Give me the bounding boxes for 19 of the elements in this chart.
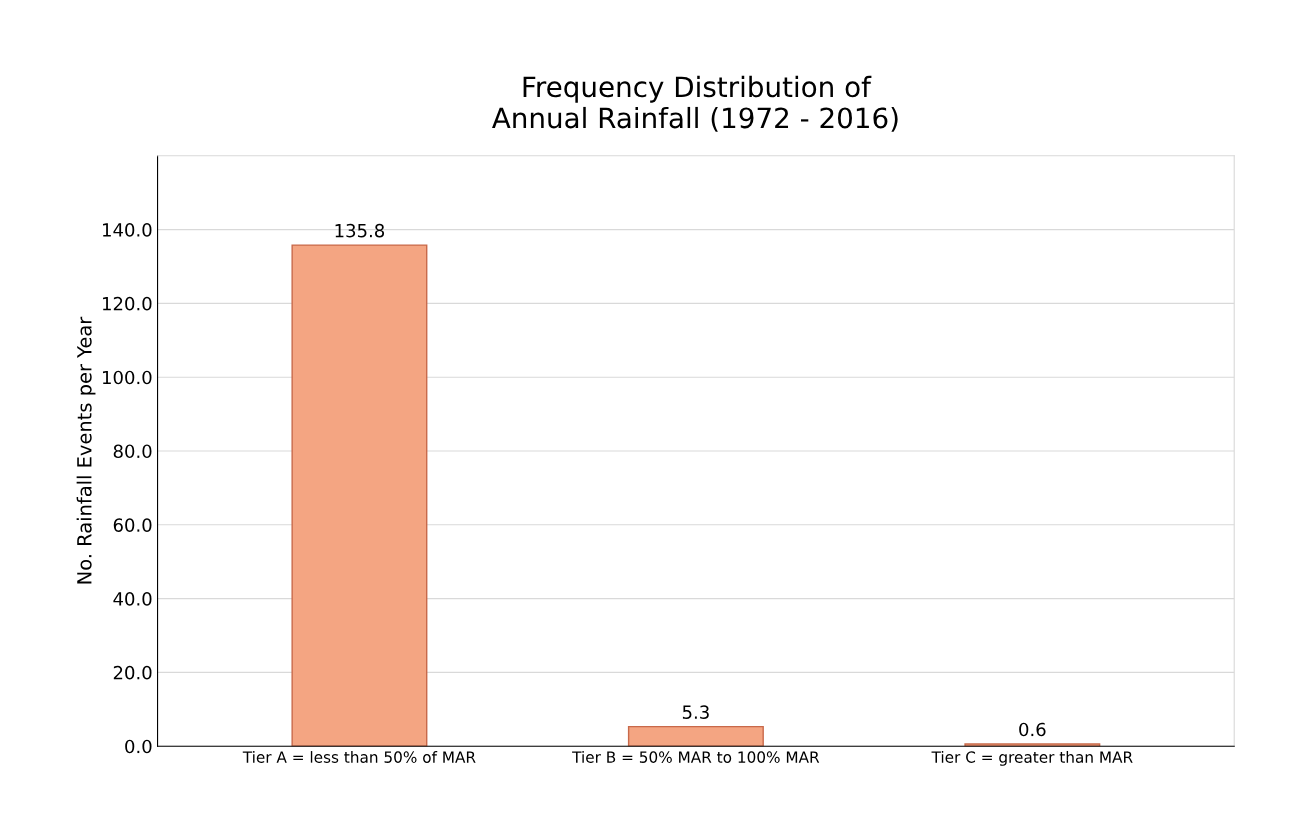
- bar: [964, 743, 1101, 747]
- y-axis-title: No. Rainfall Events per Year: [76, 316, 96, 584]
- y-tick-label: 140.0: [102, 223, 152, 237]
- y-tick-label: 0.0: [125, 739, 152, 754]
- bar: [627, 725, 764, 747]
- y-tick-label: 80.0: [113, 444, 152, 459]
- x-tick-label: Tier C = greater than MAR: [931, 751, 1133, 766]
- data-label: 135.8: [335, 223, 385, 238]
- data-label: 5.3: [682, 705, 709, 719]
- bar: [291, 244, 428, 747]
- chart-title: Frequency Distribution of Annual Rainfall (1972 - 2016): [492, 75, 898, 132]
- y-tick-label: 60.0: [113, 518, 152, 532]
- x-tick-label: Tier B = 50% MAR to 100% MAR: [572, 751, 820, 763]
- y-tick-label: 20.0: [113, 665, 152, 680]
- x-tick-label: Tier A = less than 50% of MAR: [242, 751, 476, 763]
- y-tick-label: 100.0: [102, 370, 152, 385]
- y-tick-label: 120.0: [102, 296, 152, 311]
- y-tick-label: 40.0: [113, 592, 152, 606]
- data-label: 0.6: [1019, 722, 1046, 737]
